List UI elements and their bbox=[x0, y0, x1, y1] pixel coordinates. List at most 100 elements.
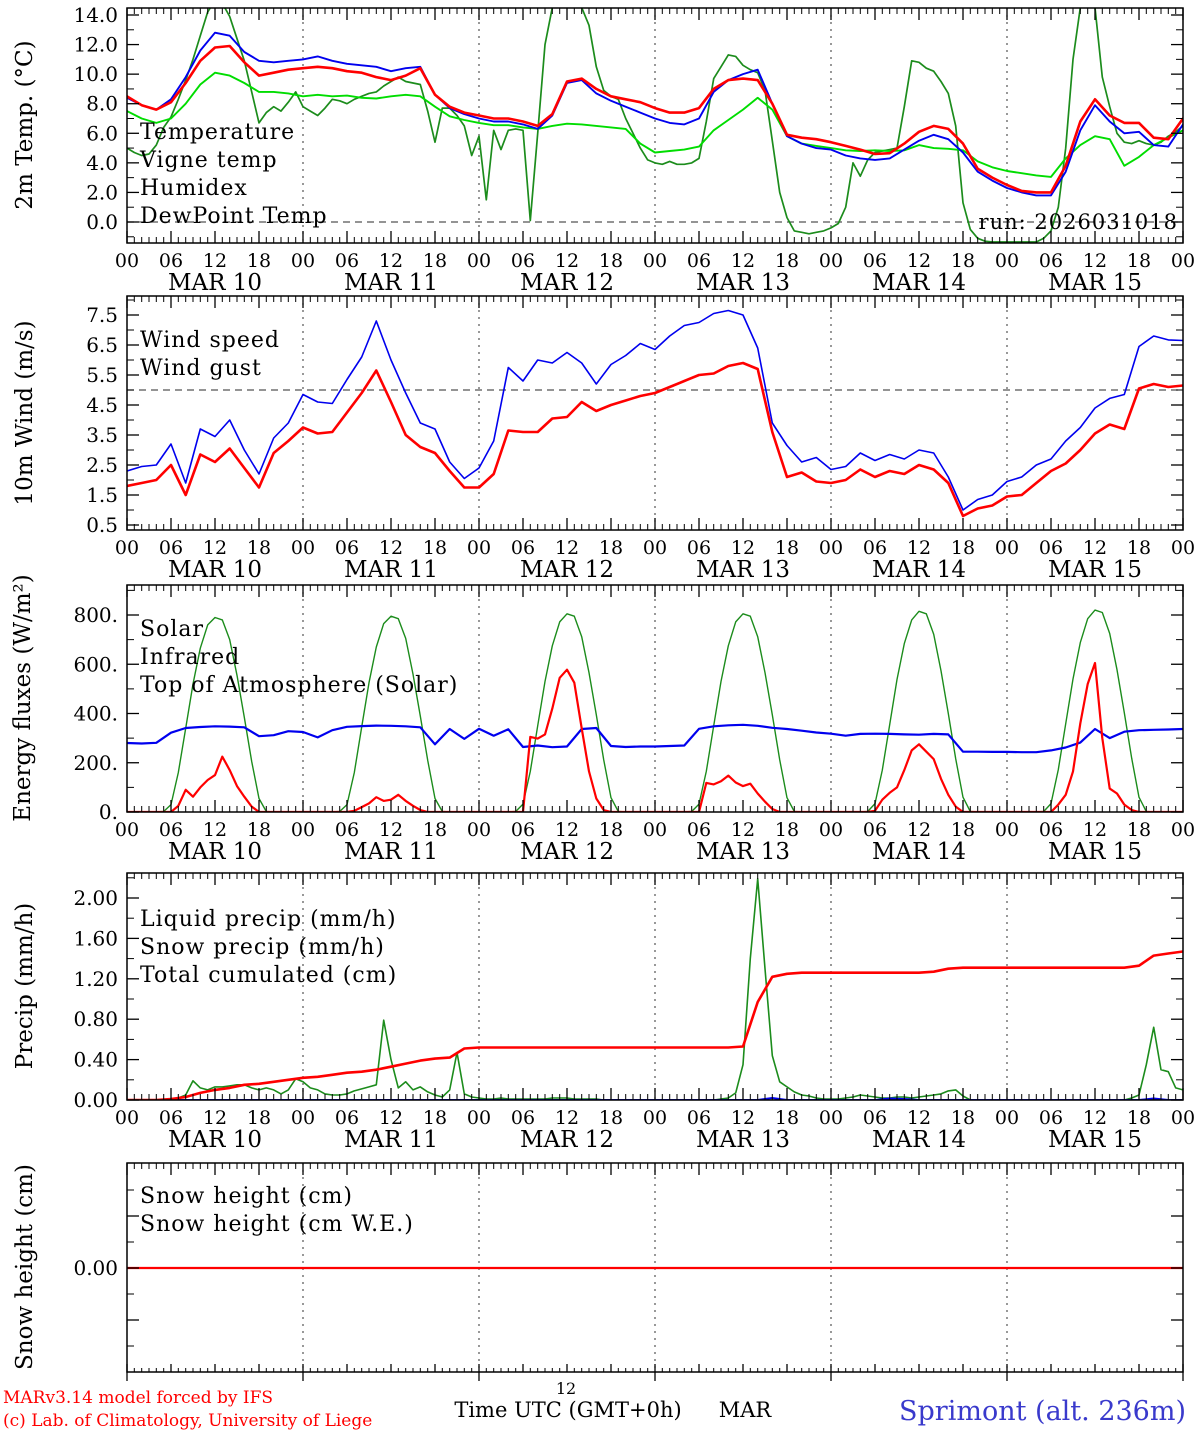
hour-label: 06 bbox=[159, 250, 183, 272]
precip-panel: 0.00 0.40 0.80 1.20 1.60 2.00 00 06 12 18 00 06 12 18… bbox=[73, 872, 1194, 1153]
hour-label: 18 bbox=[951, 1107, 975, 1129]
day-label: MAR 13 bbox=[696, 1127, 790, 1153]
series-infrared bbox=[127, 723, 1183, 754]
y-tick-label: 4.5 bbox=[86, 393, 118, 417]
hour-label: 00 bbox=[467, 819, 491, 841]
hour-label: 00 bbox=[995, 1107, 1019, 1129]
hour-label: 06 bbox=[335, 819, 359, 841]
legend-toa: Top of Atmosphere (Solar) bbox=[140, 673, 458, 698]
day-label: MAR 12 bbox=[520, 1127, 614, 1153]
hour-label: 06 bbox=[863, 819, 887, 841]
legend-snow-precip: Snow precip (mm/h) bbox=[140, 935, 385, 960]
hour-label: 12 bbox=[555, 250, 579, 272]
legend-total-cumulated: Total cumulated (cm) bbox=[140, 963, 397, 988]
footer-time-axis-label: Time UTC (GMT+0h) bbox=[454, 1398, 681, 1422]
day-label: MAR 13 bbox=[696, 839, 790, 865]
precip-series-group bbox=[127, 877, 1183, 1100]
hour-label: 12 bbox=[907, 250, 931, 272]
hour-label: 00 bbox=[819, 250, 843, 272]
day-label: MAR 11 bbox=[344, 839, 438, 865]
day-label: MAR 14 bbox=[872, 839, 966, 865]
hour-label: 00 bbox=[643, 1107, 667, 1129]
temp-series-group bbox=[127, 8, 1183, 243]
chart-overlay: 2m Temp. (°C) 10m Wind (m/s) Energy flux… bbox=[3, 40, 1186, 1431]
snowheight-axis-title: Snow height (cm) bbox=[12, 1164, 38, 1370]
hour-label: 06 bbox=[687, 1107, 711, 1129]
hour-label: 00 bbox=[1171, 819, 1194, 841]
hour-label: 18 bbox=[1127, 819, 1151, 841]
y-tick-label: 1.20 bbox=[73, 967, 118, 991]
hour-label: 00 bbox=[291, 537, 315, 559]
day-label: MAR 14 bbox=[872, 557, 966, 583]
y-tick-label: 800. bbox=[73, 603, 118, 627]
hour-label: 12 bbox=[379, 1107, 403, 1129]
y-tick-label: 0.00 bbox=[73, 1088, 118, 1112]
hour-label: 00 bbox=[291, 250, 315, 272]
hour-label: 00 bbox=[467, 537, 491, 559]
series-wind-speed bbox=[127, 361, 1183, 518]
day-label: MAR 12 bbox=[520, 557, 614, 583]
y-tick-label: 0.40 bbox=[73, 1048, 118, 1072]
hour-label: 12 bbox=[379, 537, 403, 559]
hour-label: 06 bbox=[511, 250, 535, 272]
hour-label: 12 bbox=[379, 819, 403, 841]
hour-label: 00 bbox=[643, 537, 667, 559]
hour-label: 12 bbox=[907, 537, 931, 559]
hour-label: 06 bbox=[687, 250, 711, 272]
hour-label: 12 bbox=[1083, 250, 1107, 272]
legend-humidex: Humidex bbox=[140, 176, 248, 201]
hour-label: 00 bbox=[1171, 537, 1194, 559]
legend-snow-height-we: Snow height (cm W.E.) bbox=[140, 1212, 414, 1237]
hour-label: 12 bbox=[203, 537, 227, 559]
series-dewpoint-temp bbox=[127, 71, 1183, 178]
hour-label: 06 bbox=[335, 1107, 359, 1129]
legend-temperature: Temperature bbox=[140, 120, 295, 145]
y-tick-label: 0.00 bbox=[73, 1256, 118, 1280]
hour-label: 18 bbox=[775, 1107, 799, 1129]
y-tick-label: 0.5 bbox=[86, 513, 118, 537]
y-tick-label: 2.5 bbox=[86, 453, 118, 477]
hour-label: 18 bbox=[599, 250, 623, 272]
series-wind-gust bbox=[127, 309, 1183, 511]
hour-label: 06 bbox=[863, 250, 887, 272]
hour-label: 00 bbox=[995, 819, 1019, 841]
hour-label: 06 bbox=[159, 537, 183, 559]
legend-dewpoint: DewPoint Temp bbox=[140, 204, 328, 229]
hour-label: 06 bbox=[687, 819, 711, 841]
y-tick-label: 12.0 bbox=[73, 33, 118, 57]
hour-label: 18 bbox=[951, 537, 975, 559]
day-label: MAR 10 bbox=[168, 557, 262, 583]
legend-wind-gust: Wind gust bbox=[140, 356, 262, 381]
footer-lab-credit: (c) Lab. of Climatology, University of L… bbox=[3, 1411, 372, 1431]
wind-panel: 0.5 1.5 2.5 3.5 4.5 5.5 6.5 7.5 00 06 12 18 00 06 12 18… bbox=[86, 295, 1194, 583]
y-tick-label: 6.0 bbox=[86, 121, 118, 145]
hour-label: 00 bbox=[1171, 250, 1194, 272]
day-label: MAR 10 bbox=[168, 270, 262, 296]
series-total-cumulated bbox=[127, 950, 1183, 1100]
hour-label: 00 bbox=[819, 819, 843, 841]
hour-label: 00 bbox=[819, 537, 843, 559]
y-tick-label: 3.5 bbox=[86, 423, 118, 447]
hour-label: 06 bbox=[159, 1107, 183, 1129]
hour-label: 00 bbox=[643, 819, 667, 841]
hour-label: 12 bbox=[907, 1107, 931, 1129]
wind-series-group bbox=[127, 309, 1183, 518]
snowheight-panel: 0.00 bbox=[73, 1162, 1184, 1381]
y-tick-label: 6.5 bbox=[86, 333, 118, 357]
hour-label: 12 bbox=[731, 819, 755, 841]
y-tick-label: 1.5 bbox=[86, 483, 118, 507]
hour-label: 18 bbox=[423, 537, 447, 559]
hour-label: 12 bbox=[555, 537, 579, 559]
hour-label: 06 bbox=[511, 537, 535, 559]
energy-series-group bbox=[127, 609, 1183, 812]
y-tick-label: 10.0 bbox=[73, 62, 118, 86]
legend-solar: Solar bbox=[140, 617, 204, 642]
hour-label: 18 bbox=[247, 1107, 271, 1129]
station-label: Sprimont (alt. 236m) bbox=[899, 1396, 1186, 1427]
energy-axis-title: Energy fluxes (W/m²) bbox=[10, 574, 36, 821]
day-label: MAR 15 bbox=[1048, 270, 1142, 296]
hour-label: 18 bbox=[423, 250, 447, 272]
day-label: MAR 15 bbox=[1048, 839, 1142, 865]
hour-label: 12 bbox=[907, 819, 931, 841]
